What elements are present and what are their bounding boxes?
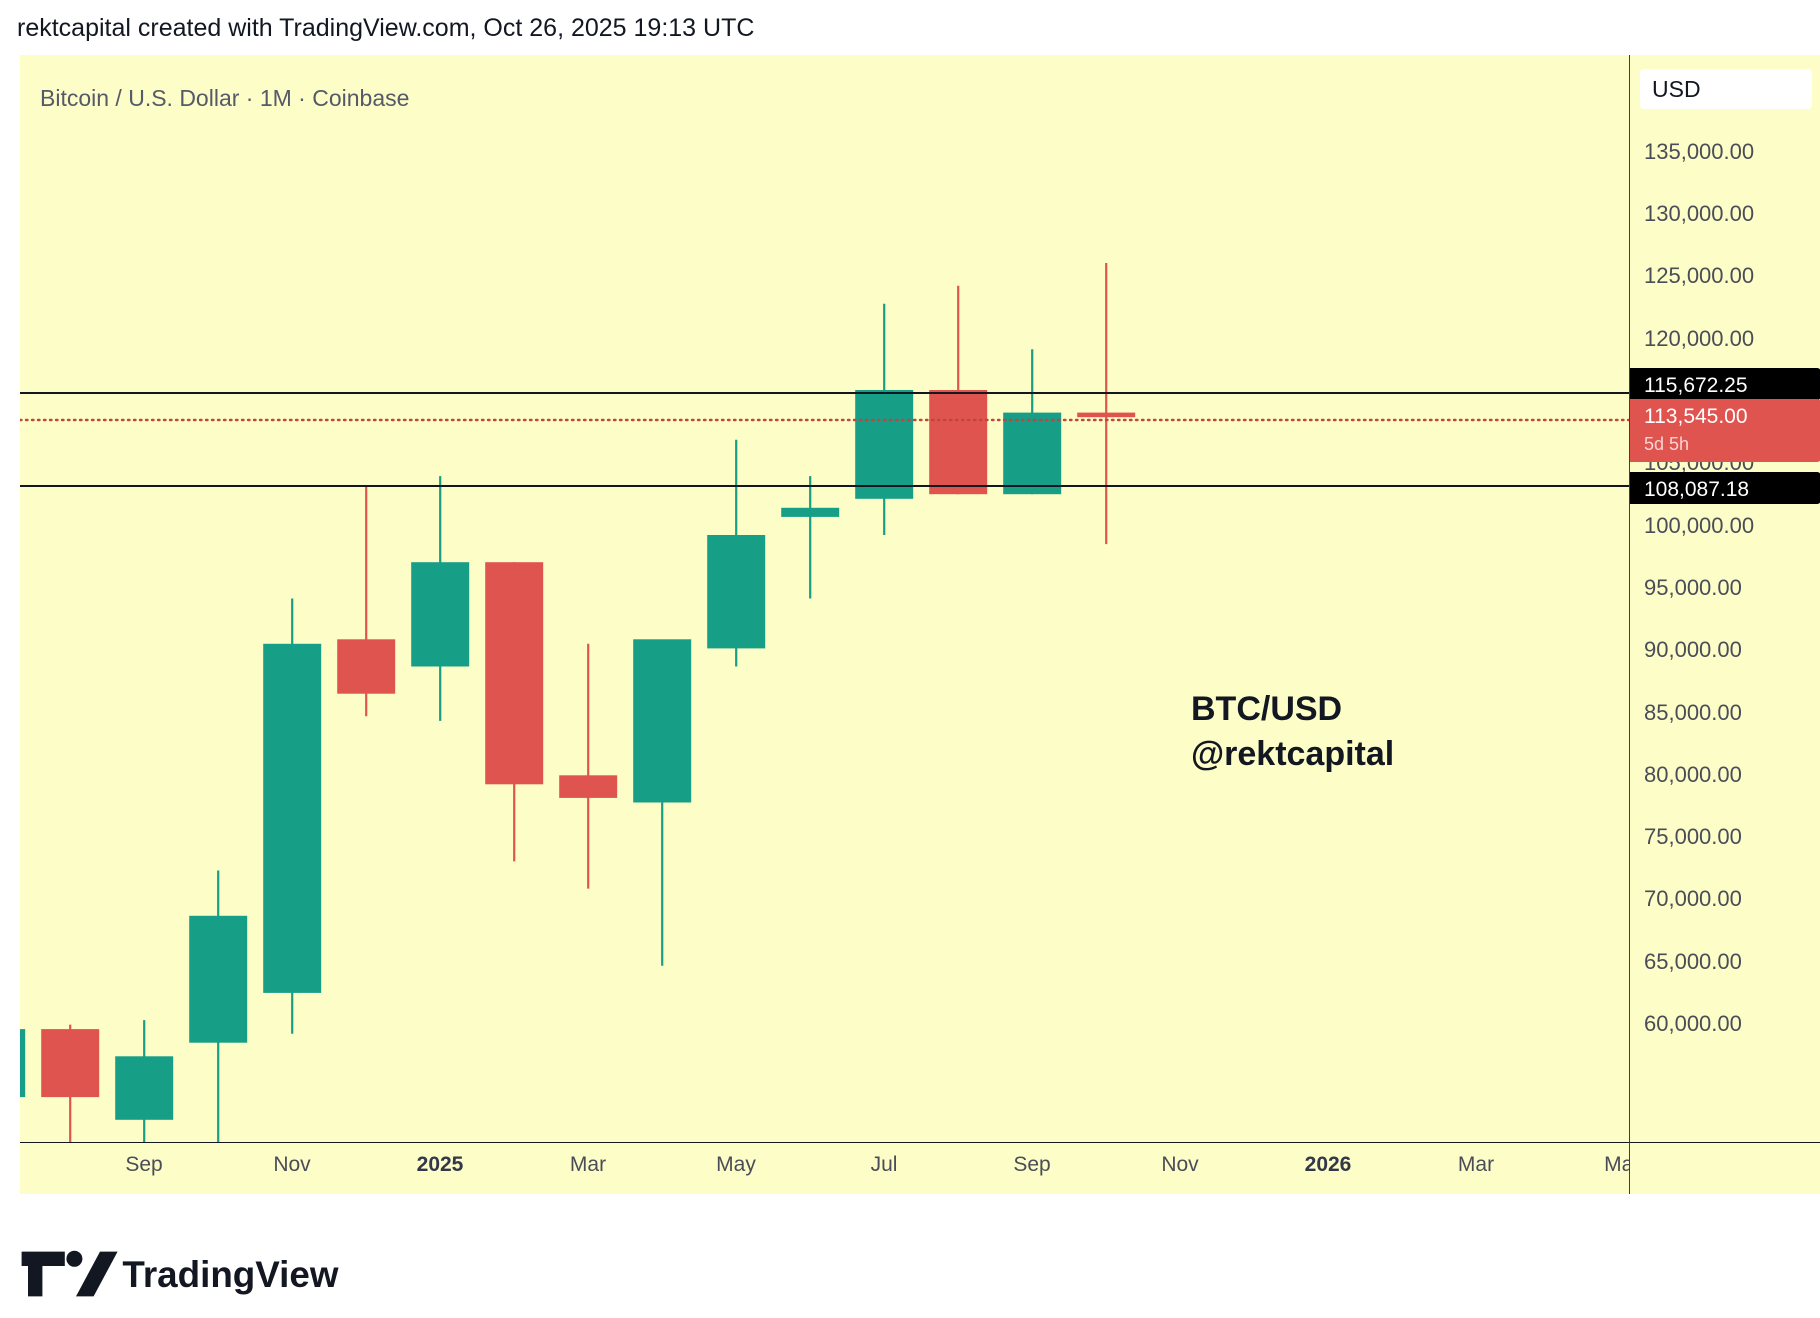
svg-text:TradingView: TradingView [122,1254,338,1295]
